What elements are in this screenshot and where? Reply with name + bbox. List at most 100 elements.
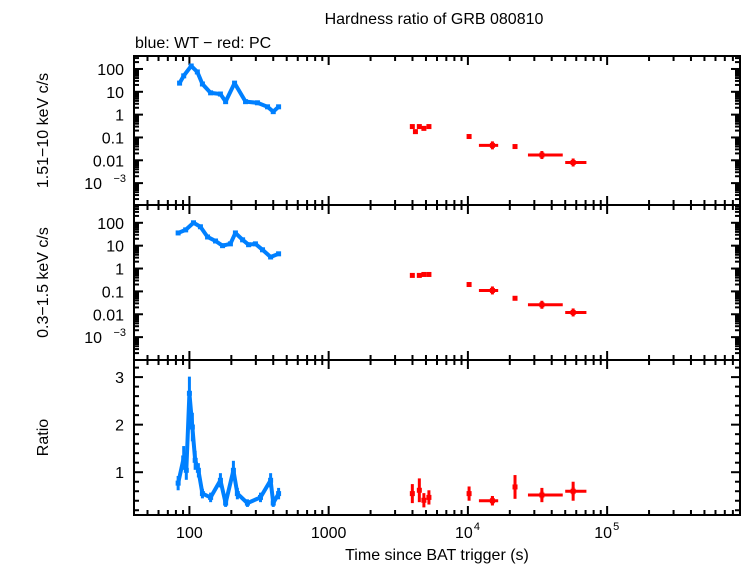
y-tick-label: 1 xyxy=(115,262,124,279)
data-point xyxy=(426,494,432,500)
data-point xyxy=(192,457,198,463)
data-point xyxy=(213,238,219,244)
data-point xyxy=(489,142,495,148)
data-point xyxy=(252,241,258,247)
data-point xyxy=(466,491,472,497)
data-point xyxy=(489,287,495,293)
data-point xyxy=(183,467,189,473)
y-tick-label: 0.01 xyxy=(93,153,124,170)
data-point xyxy=(489,498,495,504)
data-point xyxy=(199,491,205,497)
data-point xyxy=(240,237,246,243)
x-axis-label: Time since BAT trigger (s) xyxy=(345,547,529,564)
data-point xyxy=(270,500,276,506)
data-point xyxy=(232,80,238,86)
data-point xyxy=(254,100,260,106)
data-point xyxy=(244,500,250,506)
data-point xyxy=(189,424,195,430)
y-tick-label: 3 xyxy=(115,370,124,387)
wt-trace xyxy=(176,391,281,506)
panel-frame xyxy=(133,55,741,206)
data-point xyxy=(409,272,415,278)
panel-2: 100 10 1 0.1 0.01 10 −3 0.3−1.5 keV c/s xyxy=(35,204,741,361)
data-point xyxy=(268,254,274,260)
data-point xyxy=(409,124,415,130)
data-point xyxy=(539,152,545,158)
data-point xyxy=(183,227,189,233)
data-point xyxy=(194,69,200,75)
series-pc xyxy=(409,475,587,508)
y-tick-label: 10 xyxy=(84,330,102,347)
data-point xyxy=(466,134,472,140)
x-tick-label: 100 xyxy=(176,525,203,542)
chart-subtitle: blue: WT − red: PC xyxy=(135,35,271,52)
data-point xyxy=(205,234,211,240)
data-point xyxy=(175,230,181,236)
panel-1: 100 10 1 0.1 0.01 10 −3 1.51−10 keV c/s xyxy=(35,55,741,206)
data-point xyxy=(512,144,518,150)
data-point xyxy=(270,109,276,115)
data-point xyxy=(246,242,252,248)
data-point xyxy=(570,159,576,165)
x-tick-label: 10 xyxy=(594,525,612,542)
y-tick-label: 100 xyxy=(97,216,124,233)
y-tick-label: 1 xyxy=(115,465,124,482)
data-point xyxy=(421,125,427,131)
y-tick-label: 10 xyxy=(106,85,124,102)
data-point xyxy=(186,390,192,396)
data-point xyxy=(512,484,518,490)
data-point xyxy=(177,80,183,86)
y-axis-label: 0.3−1.5 keV c/s xyxy=(35,227,52,338)
series-wt xyxy=(175,376,282,507)
data-point xyxy=(223,500,229,506)
wt-trace xyxy=(177,63,280,114)
data-point xyxy=(409,491,415,497)
data-point xyxy=(181,73,187,79)
data-point xyxy=(512,295,518,301)
y-tick-label: 10 xyxy=(84,176,102,193)
x-tick-label: 1000 xyxy=(311,525,347,542)
y-tick-exponent: −3 xyxy=(113,173,126,185)
data-point xyxy=(539,302,545,308)
y-tick-label: 1 xyxy=(115,108,124,125)
data-point xyxy=(260,247,266,253)
data-point xyxy=(208,494,214,500)
data-point xyxy=(243,99,249,105)
data-point xyxy=(426,124,432,130)
data-point xyxy=(227,241,233,247)
x-tick-exponent: 4 xyxy=(474,521,480,533)
y-tick-label: 0.1 xyxy=(102,130,124,147)
x-tick-label: 10 xyxy=(455,525,473,542)
data-point xyxy=(230,467,236,473)
data-point xyxy=(268,477,274,483)
data-point xyxy=(197,224,203,230)
data-point xyxy=(466,282,472,288)
data-point xyxy=(232,230,238,236)
data-point xyxy=(416,487,422,493)
y-tick-exponent: −3 xyxy=(113,327,126,339)
data-point xyxy=(188,63,194,69)
y-tick-label: 2 xyxy=(115,418,124,435)
y-tick-label: 100 xyxy=(97,62,124,79)
x-tick-exponent: 5 xyxy=(613,521,619,533)
data-point xyxy=(191,220,197,226)
data-point xyxy=(208,90,214,96)
series-wt xyxy=(177,63,282,115)
data-point xyxy=(217,91,223,97)
data-point xyxy=(195,467,201,473)
y-axis-label: 1.51−10 keV c/s xyxy=(35,73,52,188)
data-point xyxy=(181,455,187,461)
data-point xyxy=(175,480,181,486)
data-point xyxy=(416,272,422,278)
y-tick-label: 0.1 xyxy=(102,284,124,301)
panels: 100 10 1 0.1 0.01 10 −3 1.51−10 keV c/s 100 10 1 0.… xyxy=(35,55,741,542)
series-pc xyxy=(409,124,587,167)
data-point xyxy=(412,129,418,135)
data-point xyxy=(223,99,229,105)
data-point xyxy=(234,491,240,497)
series-wt xyxy=(175,220,282,260)
data-point xyxy=(421,497,427,503)
data-point xyxy=(257,494,263,500)
y-tick-label: 0.01 xyxy=(93,307,124,324)
